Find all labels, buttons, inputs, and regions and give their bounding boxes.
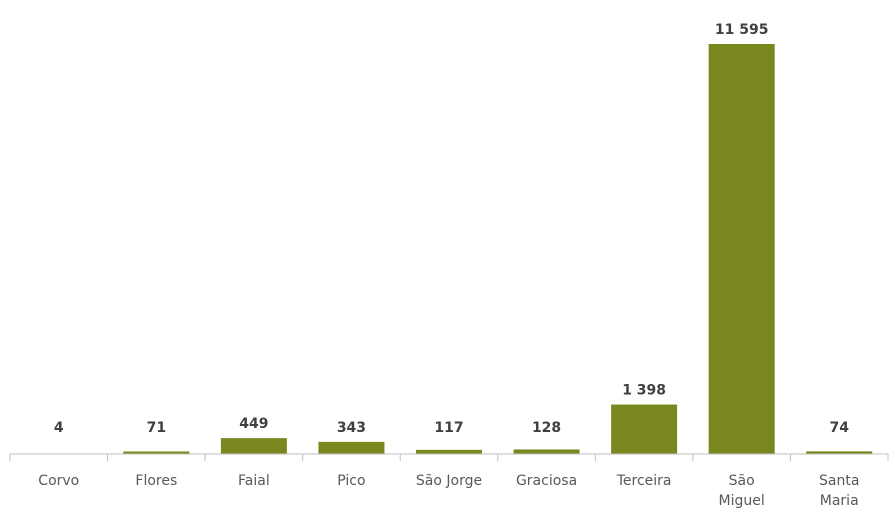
category-label: Terceira [616,473,672,489]
bar-value-label: 11 595 [715,22,769,38]
bar [513,449,580,454]
bar-value-label: 449 [239,416,268,432]
category-label: Miguel [719,493,765,509]
category-label: Faial [238,473,270,489]
category-labels-group: Corvo Flores Faial Pico São Jorge Graciosa Ter… [38,473,859,509]
bar [220,438,287,454]
bar [611,404,678,454]
bar [416,449,482,454]
bar-value-label: 128 [532,420,561,436]
category-label: Flores [135,473,177,489]
category-label: Pico [337,473,365,489]
bar-value-label: 71 [147,420,166,436]
bar [708,44,775,454]
bars-group [25,44,873,454]
bar-value-label: 343 [337,420,366,436]
category-label: Graciosa [516,473,577,489]
bar-value-label: 117 [434,420,463,436]
bar-value-label: 4 [54,420,64,436]
x-axis [9,453,889,461]
bar [806,451,873,454]
value-labels-group: 4 71 449 343 117 128 1 398 11 595 74 [54,22,849,436]
category-label: Santa [819,473,859,489]
category-label: Corvo [38,473,79,489]
category-label: Maria [820,493,859,509]
category-label: São [729,473,755,489]
bar-value-label: 1 398 [622,383,666,399]
bar-value-label: 74 [829,420,849,436]
bar [318,441,385,454]
bar [123,451,190,454]
category-label: São Jorge [416,473,482,489]
